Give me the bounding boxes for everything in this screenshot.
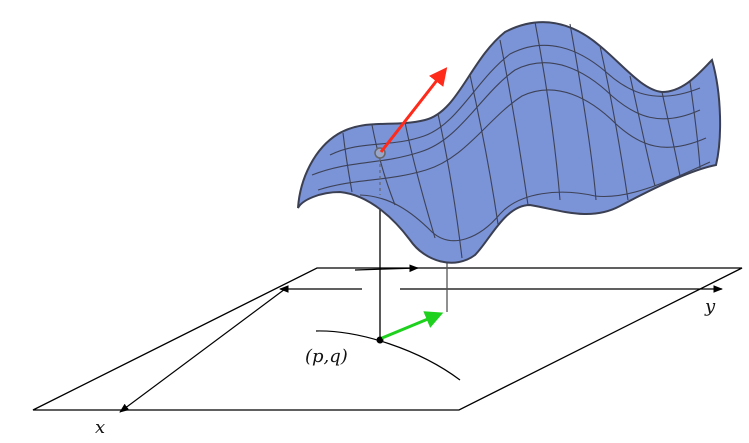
- x-axis-label: x: [95, 417, 105, 438]
- surface-patch: [297, 21, 722, 264]
- surface: [297, 21, 722, 264]
- base-point: [376, 336, 384, 344]
- top-axis-arrow: [354, 264, 419, 273]
- y-axis-label: y: [704, 296, 716, 317]
- level-curve: [315, 330, 461, 381]
- direction-arrow: [381, 311, 444, 340]
- base-plane: [32, 267, 743, 411]
- x-axis-arrow: [119, 288, 286, 413]
- gradient-arrow: [379, 67, 448, 153]
- point-label: (p,q): [305, 346, 348, 367]
